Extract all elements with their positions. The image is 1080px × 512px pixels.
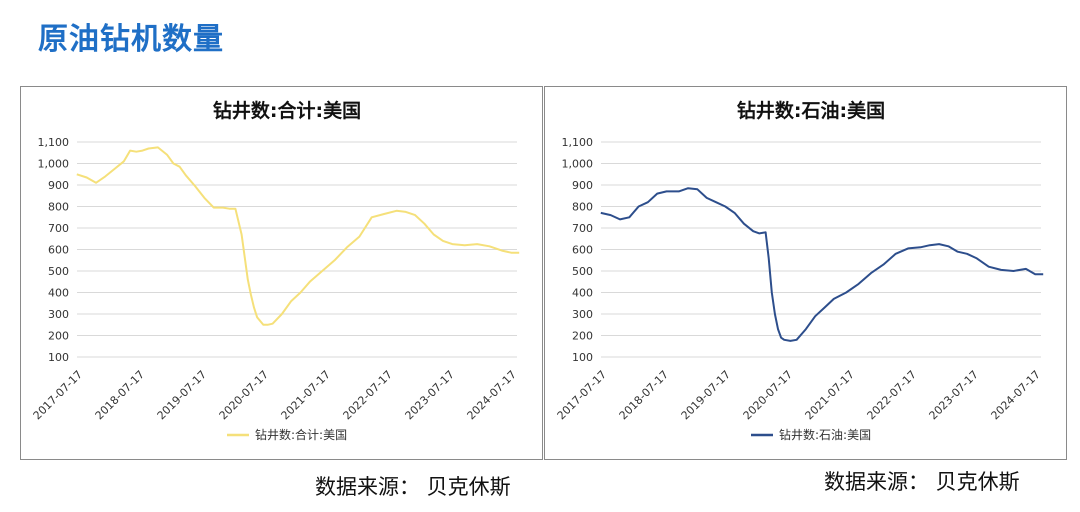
y-tick-label: 500 [48, 265, 69, 278]
y-tick-label: 500 [572, 265, 593, 278]
x-tick-label: 2020-07-17 [741, 368, 795, 422]
x-tick-label: 2024-07-17 [989, 368, 1043, 422]
y-tick-label: 600 [572, 244, 593, 257]
chart-total-rigs: 钻井数:合计:美国 100 200 300 400 500 600 700 800 900 1,00… [31, 99, 520, 442]
chart-panel-oil: 钻井数:石油:美国 100 200 300 400 500 600 700 800 900 1,00… [544, 86, 1067, 460]
series-line [76, 146, 520, 326]
y-tick-label: 100 [572, 351, 593, 364]
chart-oil-rigs: 钻井数:石油:美国 100 200 300 400 500 600 700 800 900 1,00… [555, 99, 1044, 442]
legend-label: 钻井数:合计:美国 [255, 427, 347, 442]
y-tick-label: 1,000 [38, 158, 70, 171]
y-tick-label: 1,100 [562, 136, 594, 149]
y-tick-label: 700 [572, 222, 593, 235]
chart-title: 钻井数:石油:美国 [737, 99, 885, 122]
y-tick-label: 400 [572, 287, 593, 300]
x-tick-label: 2020-07-17 [217, 368, 271, 422]
page-title: 原油钻机数量 [38, 22, 224, 57]
legend-label: 钻井数:石油:美国 [779, 427, 871, 442]
x-tick-label: 2021-07-17 [279, 368, 333, 422]
y-tick-label: 900 [572, 179, 593, 192]
x-tick-label: 2019-07-17 [155, 368, 209, 422]
y-tick-label: 200 [572, 330, 593, 343]
y-tick-label: 400 [48, 287, 69, 300]
y-tick-label: 300 [48, 308, 69, 321]
x-tick-label: 2021-07-17 [803, 368, 857, 422]
x-tick-label: 2023-07-17 [927, 368, 981, 422]
y-tick-label: 1,100 [38, 136, 70, 149]
source-note-right: 数据来源： 贝克休斯 [824, 470, 1020, 494]
x-tick-label: 2022-07-17 [865, 368, 919, 422]
x-tick-label: 2023-07-17 [403, 368, 457, 422]
x-tick-label: 2017-07-17 [555, 368, 609, 422]
y-tick-label: 100 [48, 351, 69, 364]
x-tick-label: 2022-07-17 [341, 368, 395, 422]
source-note-left: 数据来源： 贝克休斯 [315, 475, 511, 499]
series-line [600, 187, 1044, 342]
y-tick-label: 600 [48, 244, 69, 257]
y-tick-label: 1,000 [562, 158, 594, 171]
chart-panel-total: 钻井数:合计:美国 100 200 300 400 500 600 700 800 900 1,00… [20, 86, 543, 460]
y-tick-label: 200 [48, 330, 69, 343]
x-tick-label: 2019-07-17 [679, 368, 733, 422]
y-tick-label: 800 [572, 201, 593, 214]
y-tick-label: 300 [572, 308, 593, 321]
x-tick-label: 2017-07-17 [31, 368, 85, 422]
x-tick-label: 2024-07-17 [465, 368, 519, 422]
x-tick-label: 2018-07-17 [93, 368, 147, 422]
x-tick-label: 2018-07-17 [617, 368, 671, 422]
y-tick-label: 800 [48, 201, 69, 214]
y-tick-label: 900 [48, 179, 69, 192]
chart-title: 钻井数:合计:美国 [213, 99, 361, 122]
y-tick-label: 700 [48, 222, 69, 235]
